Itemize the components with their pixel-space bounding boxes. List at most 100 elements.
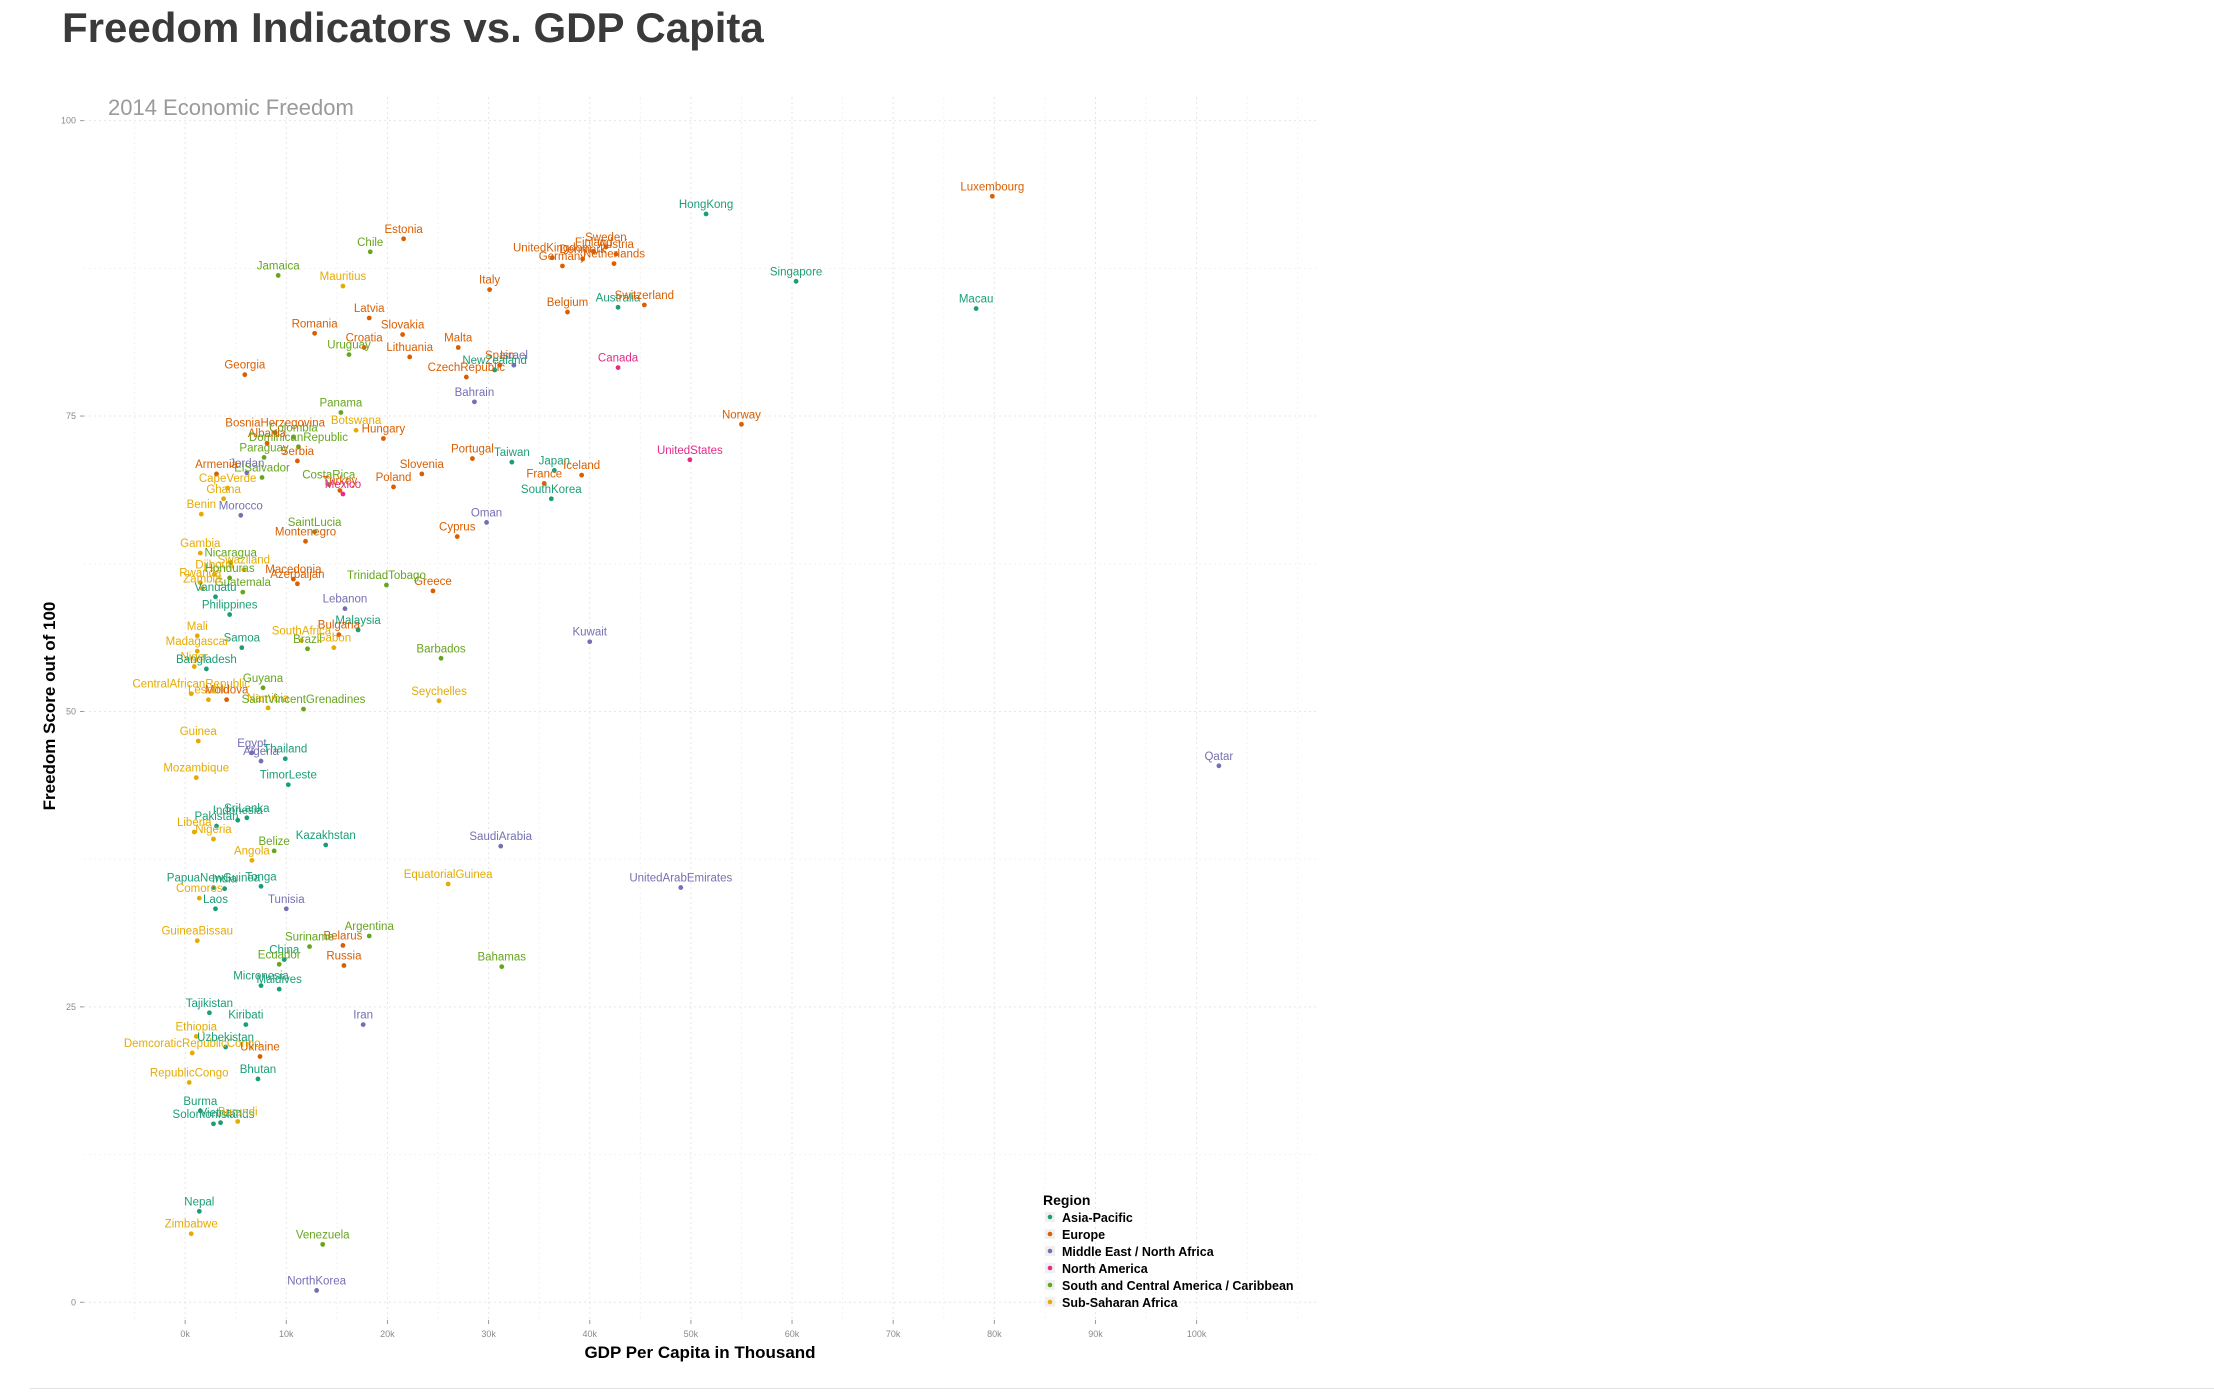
data-point [222,886,227,892]
data-point [560,263,565,269]
data-label: Sweden [585,232,627,244]
data-point [323,842,329,848]
data-label: Belgium [547,297,589,309]
data-label: Maldives [257,974,303,986]
data-point [218,1120,223,1126]
data-label: Slovenia [400,459,445,471]
y-tick-label: 100 [61,116,76,126]
data-point [367,249,373,255]
data-labels: LuxembourgHongKongSwedenFinlandAustriaDe… [124,181,1234,1287]
data-point [259,475,265,480]
data-label: Hungary [362,423,406,435]
data-point [455,345,461,350]
data-label: DominicanRepublic [249,432,348,444]
data-label: TimorLeste [260,770,317,782]
data-point [197,580,203,586]
data-label: Cyprus [439,522,476,534]
data-point [260,685,266,691]
data-point [194,938,200,944]
data-label: Armenia [195,459,238,471]
data-label: Algeria [243,746,279,758]
data-label: Belarus [323,930,362,942]
data-point [314,1288,320,1293]
data-point [301,706,306,712]
data-label: Australia [596,292,641,304]
data-label: Japan [539,455,570,467]
data-label: Comoros [176,883,223,895]
data-point [989,193,995,199]
data-label: Latvia [354,303,385,315]
data-point [340,491,346,497]
x-tick-label: 20k [380,1329,395,1339]
data-label: Kuwait [572,627,607,639]
data-point [565,309,570,315]
y-axis-title: Freedom Score out of 100 [40,602,59,811]
data-label: Honduras [205,563,255,575]
y-tick-label: 50 [66,706,76,716]
data-point [223,1044,229,1050]
data-point [189,1050,195,1056]
legend-item-label: Sub-Saharan Africa [1062,1296,1179,1310]
data-label: Kiribati [228,1010,263,1022]
legend-item-label: Europe [1062,1228,1105,1242]
data-point [793,278,799,284]
x-tick-label: 10k [279,1329,294,1339]
data-label: SolomonIslands [173,1109,255,1121]
y-tick-label: 0 [71,1297,76,1307]
data-point [241,567,247,573]
data-label: SaintLucia [288,517,342,529]
data-label: Angola [234,845,270,857]
data-label: SriLanka [224,803,270,815]
data-point [290,576,296,582]
data-point [436,698,442,704]
y-tick-label: 75 [66,411,76,421]
data-label: Italy [479,275,500,287]
data-point [257,1054,263,1059]
data-point [346,352,352,357]
data-point [249,857,255,863]
data-point [340,283,346,289]
data-label: Spain [485,350,514,362]
data-label: NorthKorea [287,1275,346,1287]
data-label: Denmark [559,244,606,256]
data-point [739,421,744,427]
data-label: Macedonia [265,564,322,576]
data-point [211,836,216,842]
data-point [366,933,372,939]
data-label: Bangladesh [176,654,237,666]
data-label: Estonia [384,224,423,236]
data-point [391,484,396,490]
data-point [264,440,270,446]
data-point [353,427,359,433]
data-label: UnitedKingdom [513,243,592,255]
data-point [337,488,343,493]
data-label: Montenegro [275,526,336,538]
data-point [221,496,226,502]
data-label: Switzerland [615,290,674,302]
data-label: Panama [319,397,362,409]
data-label: Slovakia [381,320,425,332]
data-point [295,581,300,587]
data-label: Croatia [346,333,384,345]
data-label: Burma [183,1096,217,1108]
data-label: Iceland [563,460,600,472]
data-point [290,434,296,440]
data-label: Kazakhstan [296,830,356,842]
data-label: Benin [187,499,216,511]
data-point [499,964,505,970]
data-point [197,550,203,556]
data-label: Malta [444,333,473,345]
data-point [551,467,557,473]
data-label: Moldova [205,685,249,697]
data-point [678,885,684,890]
legend-item-label: South and Central America / Caribbean [1062,1279,1294,1293]
x-tick-label: 60k [785,1329,800,1339]
data-label: Mexico [325,479,361,491]
data-label: Laos [203,894,228,906]
data-point [228,560,234,565]
data-label: HongKong [679,199,733,211]
data-point [548,496,554,502]
data-point [282,756,288,762]
data-point [258,758,264,764]
